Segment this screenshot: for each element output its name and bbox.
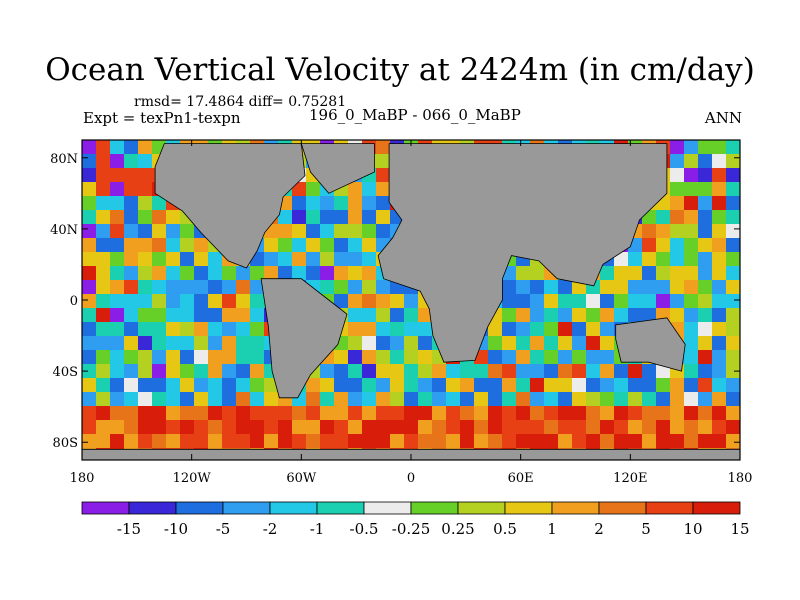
- colorbar-label-13: 15: [730, 520, 749, 538]
- colorbar-label-1: -10: [164, 520, 188, 538]
- lat-tick-label-1: 40N: [50, 223, 78, 238]
- colorbar-box-11: [598, 501, 647, 515]
- colorbar: -15 -10 -5 -2 -1 -0.5 -0.25 0.25 0.5 1 2 5 10 15: [81, 501, 750, 538]
- colorbar-label-0: -15: [117, 520, 141, 538]
- coastline: [82, 143, 740, 460]
- lon-tick-label-5: 120E: [613, 471, 647, 486]
- colorbar-box-0: [81, 501, 130, 515]
- colorbar-label-10: 2: [594, 520, 604, 538]
- land-region-3: [378, 143, 667, 363]
- colorbar-box-12: [645, 501, 694, 515]
- lon-tick-label-4: 60E: [508, 471, 534, 486]
- colorbar-label-11: 5: [641, 520, 651, 538]
- land-region-2: [301, 143, 375, 194]
- colorbar-label-5: -0.5: [350, 520, 379, 538]
- coastline-0: [154, 143, 306, 269]
- colorbar-label-9: 1: [547, 520, 557, 538]
- colorbar-label-3: -2: [263, 520, 278, 538]
- colorbar-box-5: [316, 501, 365, 515]
- lon-tick-label-6: 180: [728, 471, 753, 486]
- colorbar-box-2: [175, 501, 224, 515]
- latitude-axis: 80N 40N 0 40S 80S: [50, 152, 740, 451]
- colorbar-box-1: [128, 501, 177, 515]
- season-label: ANN: [704, 109, 742, 127]
- lat-tick-label-0: 80N: [50, 152, 78, 167]
- colorbar-box-4: [269, 501, 318, 515]
- coastline-4: [615, 317, 686, 372]
- colorbar-box-13: [692, 501, 741, 515]
- colorbar-box-9: [504, 501, 553, 515]
- colorbar-box-7: [410, 501, 459, 515]
- colorbar-label-8: 0.5: [493, 520, 517, 538]
- map-title: Ocean Vertical Velocity at 2424m (in cm/…: [45, 52, 755, 88]
- colorbar-label-12: 10: [683, 520, 702, 538]
- colorbar-box-6: [363, 501, 412, 515]
- lon-tick-label-3: 0: [407, 471, 415, 486]
- rmsd-diff-stats: rmsd= 17.4864 diff= 0.75281: [134, 94, 347, 110]
- land-mask: [82, 143, 740, 460]
- coastline-1: [260, 278, 348, 399]
- land-region-0: [155, 143, 305, 268]
- colorbar-box-3: [222, 501, 271, 515]
- colorbar-box-10: [551, 501, 600, 515]
- colorbar-box-8: [457, 501, 506, 515]
- lon-tick-label-1: 120W: [173, 471, 212, 486]
- colorbar-label-7: 0.25: [441, 520, 474, 538]
- longitude-axis: 180 120W 60W 0 60E 120E 180: [70, 140, 753, 486]
- land-region-1: [261, 278, 347, 398]
- lat-tick-label-2: 0: [70, 294, 78, 309]
- land-region-4: [615, 317, 686, 372]
- colorbar-label-4: -1: [310, 520, 325, 538]
- coastline-2: [300, 143, 375, 194]
- lon-tick-label-0: 180: [70, 471, 95, 486]
- lat-tick-label-3: 40S: [53, 365, 78, 380]
- colorbar-label-6: -0.25: [392, 520, 430, 538]
- lat-tick-label-4: 80S: [53, 436, 78, 451]
- coastline-3: [377, 143, 668, 363]
- case-label: 196_0_MaBP - 066_0_MaBP: [309, 106, 521, 124]
- lon-tick-label-2: 60W: [286, 471, 317, 486]
- coastline-5: [82, 448, 740, 460]
- colorbar-label-2: -5: [216, 520, 231, 538]
- experiment-label: Expt = texPn1-texpn: [83, 109, 241, 127]
